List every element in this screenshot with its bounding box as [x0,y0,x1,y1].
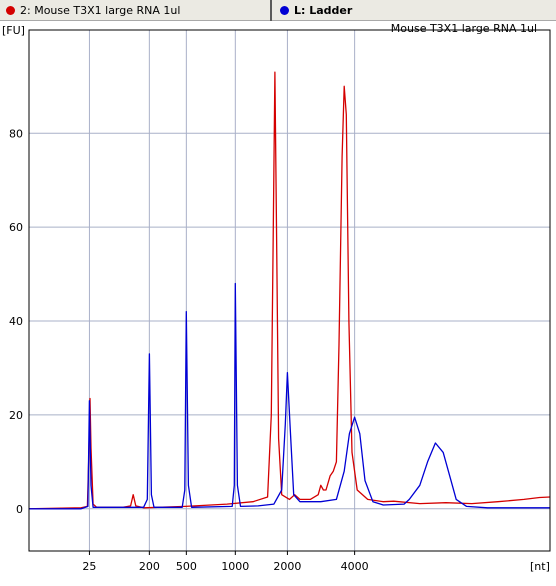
tab-bar: 2: Mouse T3X1 large RNA 1ul L: Ladder [0,0,556,21]
x-tick-label: 2000 [273,560,301,573]
y-ticks: 0 20 40 60 80 [9,127,23,515]
x-tick-label: 500 [176,560,197,573]
electropherogram-chart: [FU] [nt] Mouse T3X1 large RNA 1ul 0 20 40… [0,21,556,586]
x-tick-label: 200 [139,560,160,573]
chart-title: Mouse T3X1 large RNA 1ul [391,22,537,35]
ladder-trace [29,282,550,510]
tab-ladder-label: L: Ladder [294,4,353,17]
tab-ladder[interactable]: L: Ladder [274,0,556,21]
y-tick-label: 80 [9,127,23,140]
x-tick-label: 1000 [221,560,249,573]
traces [28,71,551,510]
sample-color-dot-icon [6,6,15,15]
ladder-color-dot-icon [280,6,289,15]
y-axis-label: [FU] [2,24,25,37]
tab-sample[interactable]: 2: Mouse T3X1 large RNA 1ul [0,0,272,21]
tab-sample-label: 2: Mouse T3X1 large RNA 1ul [20,4,181,17]
y-tick-label: 0 [16,503,23,516]
x-ticks: 25 200 500 1000 2000 4000 [82,551,369,573]
x-axis-label: [nt] [530,560,550,573]
y-tick-label: 60 [9,221,23,234]
plot-frame [28,29,551,552]
y-tick-label: 40 [9,315,23,328]
x-tick-label: 4000 [341,560,369,573]
x-tick-label: 25 [82,560,96,573]
chart-background [0,21,556,586]
y-tick-label: 20 [9,409,23,422]
